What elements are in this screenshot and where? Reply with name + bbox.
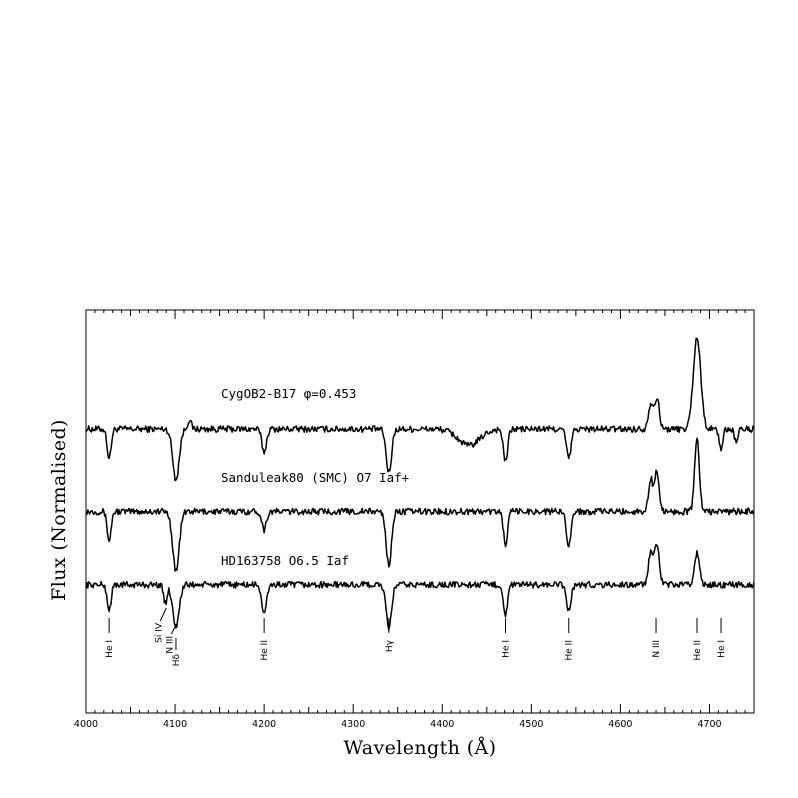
series-label-cygob2: CygOB2-B17 φ=0.453	[221, 386, 356, 401]
plot-frame	[85, 309, 755, 714]
x-tick-label: 4600	[608, 719, 632, 730]
line-id-marker: He II	[260, 618, 270, 660]
line-id-marker: He II	[565, 618, 575, 660]
series-label-hd163758: HD163758 O6.5 Iaf	[221, 553, 349, 568]
line-label: He II	[260, 640, 270, 660]
x-axis-title: Wavelength (Å)	[344, 737, 497, 759]
line-label: N III	[165, 636, 175, 654]
line-label: Hδ	[172, 654, 182, 667]
line-label: He I	[717, 640, 727, 658]
marker-bar	[159, 607, 167, 622]
spectrum-line-3	[85, 543, 755, 631]
x-tick-label: 4100	[163, 719, 187, 730]
series-label-sanduleak80: Sanduleak80 (SMC) O7 Iaf+	[221, 470, 409, 485]
spectrum-line-2	[85, 437, 755, 572]
line-id-marker: N III	[165, 623, 177, 654]
line-label: He II	[693, 640, 703, 660]
x-tick-label: 4200	[252, 719, 276, 730]
x-axis-ticks: 4000 4100 4200 4300 4400 4500 4600 4700	[74, 310, 755, 730]
spectra-group	[85, 337, 755, 631]
x-tick-label: 4500	[519, 719, 543, 730]
line-id-marker: He II	[693, 618, 703, 660]
line-label: He I	[105, 640, 115, 658]
x-tick-label: 4400	[430, 719, 454, 730]
y-axis-title: Flux (Normalised)	[48, 419, 70, 601]
x-tick-label: 4000	[74, 719, 98, 730]
x-tick-label: 4300	[341, 719, 365, 730]
line-label: He II	[565, 640, 575, 660]
line-id-marker: He I	[105, 618, 115, 658]
line-label: He I	[502, 640, 512, 658]
line-label: N III	[652, 640, 662, 658]
spectrum-line-1	[85, 337, 755, 482]
line-id-marker: Si IV	[154, 607, 167, 643]
line-id-marker: N III	[652, 618, 662, 658]
marker-bar	[170, 623, 177, 635]
line-label: Si IV	[154, 622, 164, 643]
line-id-marker: He I	[502, 618, 512, 658]
line-label: Hγ	[385, 639, 395, 652]
line-id-marker: He I	[717, 618, 727, 658]
line-id-marker: Hγ	[385, 618, 395, 652]
x-tick-label: 4700	[697, 719, 721, 730]
line-id-marker: Hδ	[172, 638, 182, 666]
